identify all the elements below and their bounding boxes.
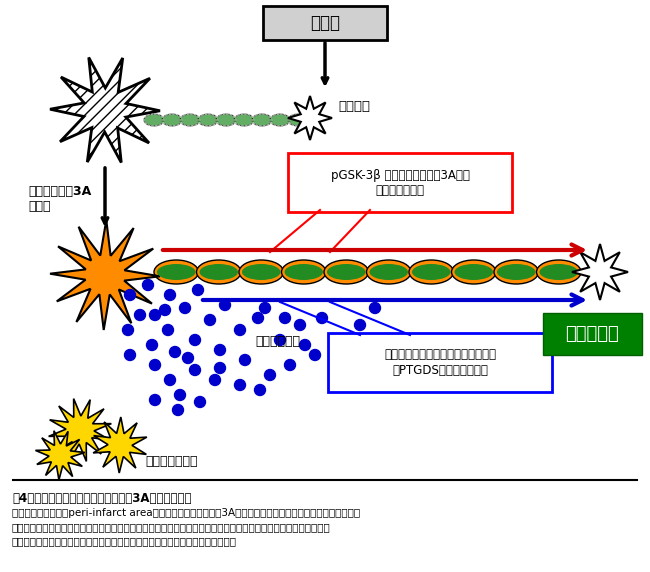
Circle shape [135,309,146,320]
Text: セマフォリン3A
を阻害: セマフォリン3A を阻害 [28,185,91,213]
Circle shape [150,395,161,406]
Circle shape [252,312,263,324]
Circle shape [125,289,135,300]
Ellipse shape [412,264,450,280]
Ellipse shape [252,114,272,126]
Circle shape [259,303,270,313]
Text: pGSK-3β 等のセマフォリン3A関連
シグナル蛋白群: pGSK-3β 等のセマフォリン3A関連 シグナル蛋白群 [331,169,469,197]
Circle shape [294,320,305,331]
Ellipse shape [324,260,369,284]
Ellipse shape [234,114,254,126]
Ellipse shape [409,260,454,284]
Ellipse shape [196,260,241,284]
Text: アストロサイト: アストロサイト [145,455,198,468]
Ellipse shape [454,264,493,280]
Circle shape [280,312,291,324]
Text: 図4　脳梗塞後におけるセマフォリン3A阻害薬の効果: 図4 脳梗塞後におけるセマフォリン3A阻害薬の効果 [12,492,192,505]
Circle shape [214,344,226,356]
Circle shape [194,396,205,407]
Circle shape [179,303,190,313]
Circle shape [369,303,380,313]
Text: アストロサイト由来のエクソソーム
（PTGDS）を介した効果: アストロサイト由来のエクソソーム （PTGDS）を介した効果 [384,348,496,376]
Circle shape [214,363,226,374]
Ellipse shape [180,114,200,126]
Circle shape [172,404,183,415]
Polygon shape [49,399,111,462]
Circle shape [164,375,176,386]
Circle shape [209,375,220,386]
Circle shape [239,355,250,366]
Ellipse shape [536,260,581,284]
FancyBboxPatch shape [328,333,552,392]
Polygon shape [572,244,628,300]
Circle shape [192,284,203,296]
Ellipse shape [198,114,218,126]
Circle shape [285,359,296,371]
Ellipse shape [497,264,536,280]
Polygon shape [36,431,85,480]
Ellipse shape [239,260,283,284]
Circle shape [146,340,157,351]
Ellipse shape [494,260,538,284]
Ellipse shape [242,264,281,280]
Polygon shape [288,96,332,140]
Ellipse shape [285,264,323,280]
Ellipse shape [216,114,236,126]
Circle shape [183,352,194,363]
Circle shape [190,364,200,375]
Text: 軸索再生！: 軸索再生！ [566,325,619,343]
Circle shape [162,324,174,336]
Circle shape [150,309,161,320]
FancyBboxPatch shape [263,6,387,40]
Circle shape [344,355,356,366]
Circle shape [150,359,161,371]
Circle shape [274,335,285,345]
Ellipse shape [154,260,198,284]
Circle shape [317,312,328,324]
Ellipse shape [144,114,164,126]
Ellipse shape [200,264,238,280]
Ellipse shape [369,264,408,280]
Circle shape [170,347,181,358]
Circle shape [159,304,170,316]
FancyBboxPatch shape [288,153,512,212]
Circle shape [122,324,133,336]
Ellipse shape [540,264,578,280]
Circle shape [164,289,176,300]
Circle shape [125,349,135,360]
Polygon shape [93,417,147,473]
Circle shape [255,384,265,395]
Ellipse shape [327,264,365,280]
Text: 脳梗塞後亜急性期のperi-infarct areaに発現するセマフォリン3Aの機能を阻害することで、神経細胞内の情報
伝達系（赤矢印）を調節し、また、アストロ: 脳梗塞後亜急性期のperi-infarct areaに発現するセマフォリン3Aの… [12,508,360,546]
Circle shape [309,349,320,360]
Circle shape [190,335,200,345]
FancyBboxPatch shape [543,313,642,355]
Text: 脳梗塞: 脳梗塞 [310,14,340,32]
Ellipse shape [162,114,182,126]
Ellipse shape [157,264,196,280]
Circle shape [354,320,365,331]
Circle shape [235,324,246,336]
Circle shape [300,340,311,351]
Circle shape [220,300,231,311]
Ellipse shape [367,260,411,284]
Circle shape [235,379,246,391]
Circle shape [205,315,216,325]
Circle shape [265,370,276,380]
Ellipse shape [288,114,308,126]
Circle shape [333,335,343,345]
Text: エクソソーム: エクソソーム [255,335,300,348]
Ellipse shape [281,260,326,284]
Ellipse shape [270,114,290,126]
Circle shape [174,390,185,400]
Circle shape [142,280,153,291]
Polygon shape [50,57,160,162]
Text: 軸索損傷: 軸索損傷 [338,100,370,113]
Ellipse shape [452,260,496,284]
Polygon shape [50,220,160,330]
